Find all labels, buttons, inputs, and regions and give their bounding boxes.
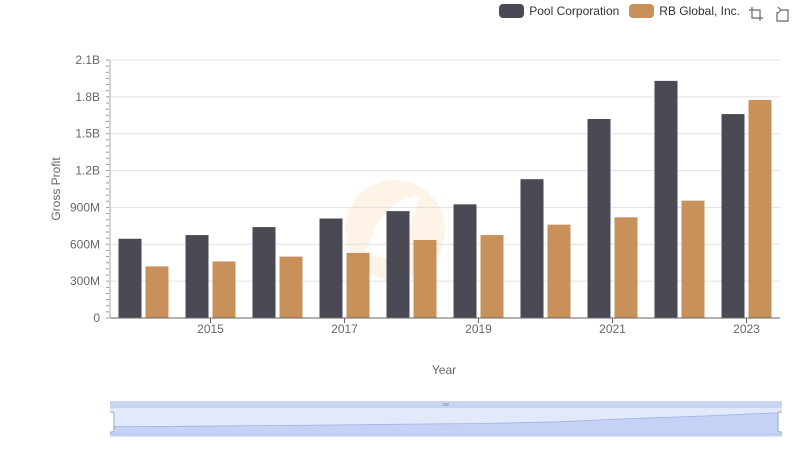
y-tick-label: 300M xyxy=(70,274,100,288)
bar-rb-global-2018[interactable] xyxy=(413,239,437,318)
bar-pool-corporation-2018[interactable] xyxy=(386,211,410,318)
bar-pool-corporation-2015[interactable] xyxy=(185,235,209,318)
bar-rb-global-2017[interactable] xyxy=(346,252,370,318)
x-tick-label: 2015 xyxy=(197,322,224,336)
bar-rb-global-2023[interactable] xyxy=(748,99,772,318)
bar-pool-corporation-2020[interactable] xyxy=(520,179,544,318)
bar-pool-corporation-2019[interactable] xyxy=(453,204,477,318)
chart-legend: Pool Corporation RB Global, Inc. xyxy=(499,4,740,18)
y-tick-label: 1.8B xyxy=(75,90,100,104)
grid-lines xyxy=(110,59,780,319)
zoom-reset-icon[interactable] xyxy=(774,6,790,22)
bar-pool-corporation-2023[interactable] xyxy=(721,114,745,318)
y-tick-label: 1.2B xyxy=(75,164,100,178)
bar-rb-global-2022[interactable] xyxy=(681,200,705,318)
x-tick-label: 2023 xyxy=(733,322,760,336)
y-tick-label: 1.5B xyxy=(75,127,100,141)
bar-rb-global-2015[interactable] xyxy=(212,261,236,318)
bar-pool-corporation-2022[interactable] xyxy=(654,80,678,318)
bar-rb-global-2021[interactable] xyxy=(614,217,638,318)
x-axis-label: Year xyxy=(432,363,456,377)
y-tick-label: 600M xyxy=(70,237,100,251)
zoom-select-icon[interactable] xyxy=(748,6,764,22)
y-tick-label: 2.1B xyxy=(75,53,100,67)
zoom-preview-area xyxy=(110,412,782,436)
bar-rb-global-2014[interactable] xyxy=(145,266,169,318)
legend-swatch-rb-global xyxy=(629,4,655,18)
legend-item-rb-global[interactable]: RB Global, Inc. xyxy=(629,4,740,18)
chart-toolbox xyxy=(748,6,790,22)
x-tick-label: 2017 xyxy=(331,322,358,336)
zoom-handle-left[interactable] xyxy=(110,411,115,433)
data-zoom-slider[interactable] xyxy=(110,401,782,437)
legend-label-pool-corporation: Pool Corporation xyxy=(529,4,620,18)
bar-pool-corporation-2017[interactable] xyxy=(319,218,343,318)
y-axis: 0 300M 600M 900M 1.2B 1.5B 1.8B 2.1B xyxy=(70,53,111,325)
legend-label-rb-global: RB Global, Inc. xyxy=(659,4,740,18)
y-tick-label: 0 xyxy=(93,311,100,325)
zoom-grip-icon[interactable] xyxy=(443,403,449,406)
bar-rb-global-2020[interactable] xyxy=(547,224,571,318)
y-axis-label: Gross Profit xyxy=(49,157,63,221)
bar-pool-corporation-2014[interactable] xyxy=(118,238,142,318)
bar-pool-corporation-2016[interactable] xyxy=(252,227,276,318)
x-axis: 2015 2017 2019 2021 2023 xyxy=(110,317,780,336)
bar-rb-global-2019[interactable] xyxy=(480,235,504,318)
bars-group xyxy=(118,80,772,318)
x-tick-label: 2021 xyxy=(599,322,626,336)
y-tick-label: 900M xyxy=(70,200,100,214)
bar-pool-corporation-2021[interactable] xyxy=(587,118,611,318)
zoom-handle-right[interactable] xyxy=(777,411,782,433)
legend-item-pool-corporation[interactable]: Pool Corporation xyxy=(499,4,619,18)
legend-swatch-pool-corporation xyxy=(499,4,525,18)
bar-rb-global-2016[interactable] xyxy=(279,256,303,318)
x-tick-label: 2019 xyxy=(465,322,492,336)
